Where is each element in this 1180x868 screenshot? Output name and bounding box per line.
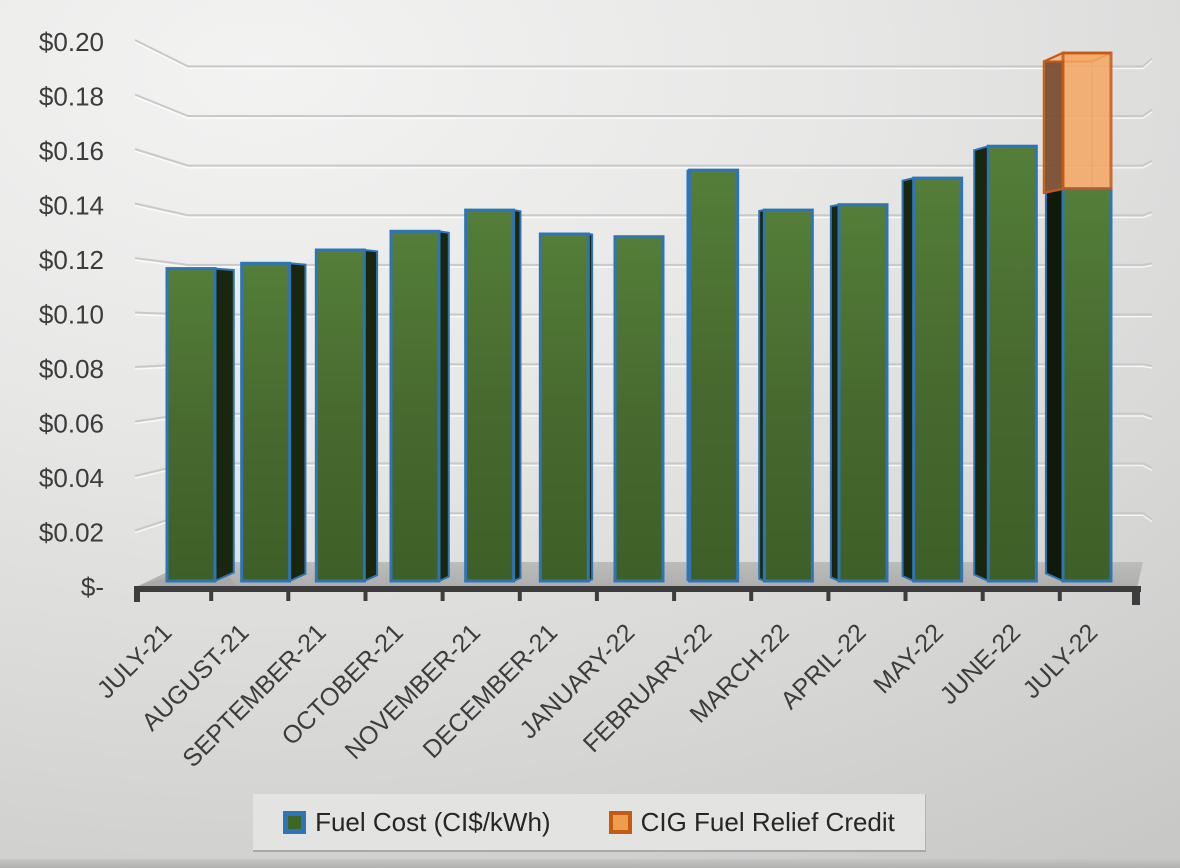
relief-credit-swatch-icon [608, 810, 632, 834]
x-axis-tick [749, 589, 754, 601]
bar-APRIL-22 [837, 203, 889, 583]
bars [165, 51, 1113, 583]
bar-AUGUST-21 [240, 261, 292, 583]
y-tick-label: $0.06 [39, 409, 104, 439]
gridline-$0.20 [134, 39, 1153, 68]
y-tick-label: $0.16 [39, 136, 104, 166]
y-tick-label: $0.12 [39, 245, 104, 275]
bar-SEPTEMBER-21 [314, 248, 366, 583]
x-axis-tick [826, 589, 831, 601]
x-axis-tick [903, 589, 908, 601]
bar-side-JULY-22 [1044, 187, 1064, 583]
bar-side-JULY-21 [214, 267, 235, 583]
x-axis-labels: JULY-21AUGUST-21SEPTEMBER-21OCTOBER-21NO… [92, 618, 1103, 772]
y-tick-label: $0.18 [39, 82, 104, 112]
x-category-label-SEPTEMBER-21: SEPTEMBER-21 [177, 618, 331, 772]
bar-JANUARY-22 [613, 235, 665, 583]
x-axis-tick [980, 589, 985, 601]
bar-MARCH-22 [762, 208, 814, 583]
y-axis-labels: $0.20 $0.18 $0.16 $0.14 $0.12 $0.10 $0.08 $0.06… [39, 27, 104, 602]
fuel-cost-legend-label: Fuel Cost (CI$/kWh) [315, 806, 551, 837]
x-axis-tick [209, 589, 214, 601]
x-category-label-JUNE-22: JUNE-22 [935, 618, 1027, 710]
x-axis-tick [517, 589, 522, 601]
x-axis [134, 586, 1141, 605]
x-axis-tick [672, 589, 677, 601]
bar-side-MAY-22 [901, 176, 915, 583]
y-tick-label: $0.02 [39, 518, 104, 548]
x-axis-line [134, 586, 1141, 592]
gridline-$0.10 [134, 311, 1152, 316]
bar-JULY-21 [165, 267, 217, 583]
gridline-$0.04 [134, 462, 1153, 477]
bar-JUNE-22 [986, 144, 1038, 583]
bar-FEBRUARY-22 [688, 168, 740, 583]
fuel-cost-3d-bar-chart: $0.20 $0.18 $0.16 $0.14 $0.12 $0.10 $0.08 $0.06… [39, 27, 1153, 773]
bar-relief-JULY-22 [1061, 51, 1113, 191]
x-axis-tick [363, 589, 368, 601]
x-axis-tick [1057, 589, 1062, 601]
bar-NOVEMBER-21 [464, 208, 516, 583]
x-axis-tick [286, 589, 291, 601]
x-category-label-APRIL-22: APRIL-22 [775, 618, 871, 714]
y-tick-label: $0.04 [39, 463, 104, 493]
chart-legend: Fuel Cost (CI$/kWh) CIG Fuel Relief Cred… [253, 794, 926, 852]
window-bottom-edge [0, 859, 1180, 868]
legend-item-fuel-cost: Fuel Cost (CI$/kWh) [283, 807, 551, 838]
legend-item-relief-credit: CIG Fuel Relief Credit [608, 806, 895, 838]
gridlines [134, 39, 1153, 534]
gridline-$0.06 [134, 412, 1153, 423]
relief-box-side [1042, 51, 1065, 195]
bar-side-JUNE-22 [973, 144, 990, 583]
gridline-$0.18 [134, 93, 1153, 117]
bar-side-AUGUST-21 [288, 262, 307, 583]
x-axis-tick [440, 589, 445, 601]
bar-MAY-22 [912, 176, 964, 583]
y-tick-label: $0.14 [39, 191, 104, 221]
x-category-label-DECEMBER-21: DECEMBER-21 [418, 618, 564, 764]
y-tick-label: $0.20 [39, 27, 104, 57]
gridline-$0.14 [134, 202, 1153, 217]
bar-side-SEPTEMBER-21 [363, 248, 379, 583]
x-axis-tick [594, 589, 599, 601]
x-axis-right-cap [1132, 586, 1140, 605]
bar-DECEMBER-21 [538, 232, 590, 583]
y-tick-label: $- [81, 572, 104, 602]
gridline-$0.08 [134, 363, 1153, 368]
y-tick-label: $0.10 [39, 300, 104, 330]
x-axis-left-cap [134, 586, 140, 602]
bar-JULY-22 [1061, 187, 1113, 583]
gridline-$0.02 [134, 512, 1153, 532]
gridline-$0.12 [134, 257, 1153, 266]
fuel-cost-swatch-icon [283, 810, 307, 834]
x-category-label-NOVEMBER-21: NOVEMBER-21 [340, 618, 487, 765]
relief-credit-legend-label: CIG Fuel Relief Credit [640, 806, 895, 837]
x-category-label-JULY-22: JULY-22 [1018, 618, 1104, 704]
bar-OCTOBER-21 [389, 229, 441, 583]
gridline-$0.16 [134, 148, 1153, 167]
y-tick-label: $0.08 [39, 354, 104, 384]
